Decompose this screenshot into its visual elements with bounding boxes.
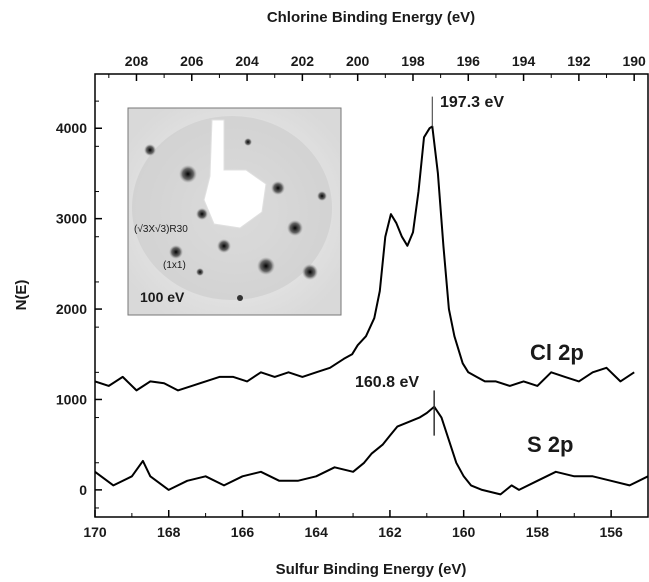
bottom-axis-tick-label: 166 (231, 524, 255, 540)
top-axis-title: Chlorine Binding Energy (eV) (267, 9, 475, 26)
diffraction-spot (244, 138, 252, 146)
diffraction-spot (287, 220, 303, 236)
bottom-axis-tick-label: 162 (378, 524, 402, 540)
diffraction-spot (196, 208, 208, 220)
y-axis: 0 1000 2000 3000 4000 (56, 100, 102, 509)
diffraction-spot (271, 181, 285, 195)
leed-inset: (√3X√3)R30 (1x1) 100 eV (127, 107, 342, 316)
top-axis-tick-label: 206 (180, 53, 204, 69)
top-axis-tick-label: 204 (235, 53, 259, 69)
y-axis-tick-label: 3000 (56, 211, 87, 227)
top-axis-tick-label: 190 (622, 53, 646, 69)
top-axis-tick-label: 202 (291, 53, 315, 69)
y-axis-tick-label: 0 (79, 482, 87, 498)
top-axis-tick-label: 196 (457, 53, 481, 69)
top-axis-tick-label: 200 (346, 53, 370, 69)
bottom-axis-tick-label: 160 (452, 524, 476, 540)
bottom-axis-tick-label: 164 (305, 524, 329, 540)
s-peak-label: 160.8 eV (355, 374, 419, 391)
diffraction-spot (317, 191, 327, 201)
bottom-axis-tick-label: 156 (599, 524, 623, 540)
inset-energy-label: 100 eV (140, 289, 185, 305)
s-2p-series-label: S 2p (527, 432, 573, 457)
bottom-axis-tick-label: 170 (83, 524, 107, 540)
bottom-axis: 170 168 166 164 162 160 158 156 (83, 510, 649, 540)
plot-frame (94, 73, 649, 518)
inset-structure-label: (√3X√3)R30 (134, 223, 188, 235)
diffraction-spot (237, 295, 243, 301)
bottom-axis-tick-label: 168 (157, 524, 181, 540)
diffraction-spot (196, 268, 204, 276)
top-axis-tick-label: 198 (401, 53, 425, 69)
bottom-axis-title: Sulfur Binding Energy (eV) (276, 561, 467, 577)
inset-cell-label: (1x1) (163, 260, 186, 271)
top-axis-tick-label: 194 (512, 53, 536, 69)
series-layer (94, 125, 649, 496)
y-axis-title: N(E) (13, 280, 30, 311)
top-axis: 208 206 204 202 200 198 196 194 192 190 (108, 53, 646, 81)
electron-gun-shadow (203, 119, 267, 229)
cl-2p-series-line (94, 125, 635, 392)
s-2p-series-line (94, 405, 649, 496)
top-axis-tick-label: 192 (567, 53, 591, 69)
diffraction-spot (179, 165, 197, 183)
y-axis-tick-label: 2000 (56, 301, 87, 317)
y-axis-tick-label: 4000 (56, 120, 87, 136)
diffraction-spot (169, 245, 183, 259)
cl-peak-label: 197.3 eV (440, 94, 504, 111)
bottom-axis-tick-label: 158 (526, 524, 550, 540)
diffraction-spot (217, 239, 231, 253)
diffraction-spot (257, 257, 275, 275)
y-axis-tick-label: 1000 (56, 391, 87, 407)
diffraction-spot (302, 264, 318, 280)
top-axis-tick-label: 208 (125, 53, 149, 69)
diffraction-spot (144, 144, 156, 156)
cl-2p-series-label: Cl 2p (530, 340, 584, 365)
